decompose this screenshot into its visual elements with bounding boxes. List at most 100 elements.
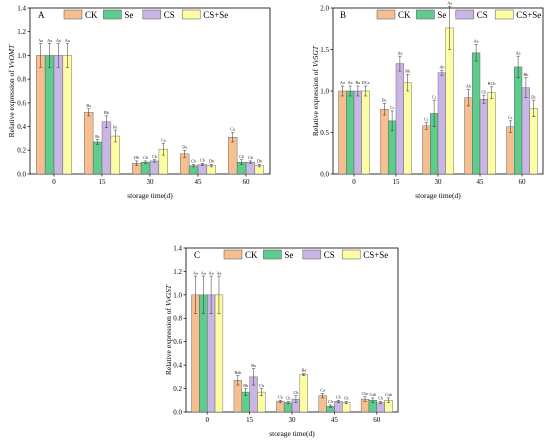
bar-cs-0 [53,55,64,175]
x-axis-label: storage time(d) [415,191,461,200]
significance-label: Cb [328,399,333,404]
x-axis-label: storage time(d) [269,429,315,438]
significance-label: Cb [239,154,244,159]
significance-label: Ab [439,64,444,69]
significance-label: Bb [405,69,410,74]
y-tick-label: 0.8 [173,315,182,323]
legend: CK Se CS CS+Se [63,9,228,20]
significance-label: Aa [397,50,402,55]
significance-label: Aa [447,1,452,6]
significance-label: Db [209,159,214,164]
significance-label: Da [182,144,187,149]
significance-label: Aa [474,39,479,44]
significance-label: DCa [362,80,370,85]
bar-csse-30 [445,27,454,175]
bar-ck-45 [464,97,473,175]
x-tick-label: 45 [477,178,485,186]
significance-label: Bc [113,124,118,129]
panel-letter: C [194,250,200,260]
bar-ck-60 [506,126,515,175]
legend-label: CS [324,250,335,260]
significance-label: Cb [286,396,291,401]
y-tick-label: 1.4 [17,4,26,12]
x-tick-label: 45 [331,416,339,424]
bar-ck-15 [380,109,389,175]
bar-ck-0 [338,90,347,175]
bar-se-30 [140,161,151,175]
significance-label: Cab [370,392,377,397]
y-tick-label: 1.5 [320,46,329,54]
significance-label: Ca [161,137,166,142]
significance-label: Bb [243,383,248,388]
legend-label: CS [477,10,488,20]
legend-swatch [181,9,201,20]
significance-label: Aa [217,270,222,275]
bar-csse-0 [62,55,72,175]
significance-label: Aa [38,38,43,43]
significance-label: Cab [385,392,392,397]
x-tick-label: 0 [205,416,209,424]
significance-label: Aa [209,270,214,275]
panel-letter: B [340,10,346,20]
y-tick-label: 1.2 [17,28,26,36]
x-tick-label: 30 [435,178,443,186]
significance-label: Cb [344,396,349,401]
significance-label: Ba [301,368,306,373]
significance-label: BCb [488,81,496,86]
significance-label: Ba [251,363,256,368]
y-tick-label: 0.2 [17,147,26,155]
bar-cs-15 [395,63,404,175]
legend-label: Se [437,10,446,20]
bar-cs-60 [521,87,530,175]
y-axis-label: Relative expression of VvOMT [7,44,16,138]
bar-csse-60 [529,108,538,175]
significance-label: Cc [432,94,437,99]
significance-label: Cb [278,394,283,399]
y-tick-label: 0.0 [173,408,182,416]
x-tick-label: 15 [99,178,107,186]
x-tick-label: 30 [289,416,297,424]
legend-swatch [263,249,282,260]
legend-swatch [494,9,514,20]
y-tick-label: 2.0 [320,4,329,12]
legend-label: CS+Se [203,10,228,20]
significance-label: Ca [320,387,325,392]
significance-label: Cb [143,155,148,160]
significance-label: Db [257,159,262,164]
significance-label: Cb [248,155,253,160]
bar-se-0 [346,90,355,175]
legend-swatch [142,9,162,20]
bar-cs-60 [245,161,256,175]
y-tick-label: 0.5 [320,129,329,137]
x-axis-label: storage time(d) [127,191,173,200]
legend-swatch [223,249,243,260]
legend: CK Se CS CS+Se [376,9,541,20]
panel-letter: A [38,10,45,20]
y-tick-label: 1.2 [173,268,182,276]
chart-panel-b: B 0.0 0.5 1.0 1.5 2.0 Relative expression of V… [311,1,544,200]
legend-label: CS+Se [516,10,541,20]
x-tick-label: 15 [393,178,401,186]
bar-se-45 [472,52,481,175]
y-tick-label: 0.6 [17,99,26,107]
bar-se-0 [44,55,55,175]
x-tick-label: 45 [195,178,203,186]
legend-label: CK [85,10,98,20]
y-tick-label: 0.2 [173,385,182,393]
significance-label: Aa [201,270,206,275]
legend-label: CK [398,10,411,20]
bar-se-15 [92,141,103,175]
x-tick-label: 60 [243,178,251,186]
significance-label: Bc [95,134,100,139]
bar-cs-0 [353,90,362,175]
legend-swatch [63,9,83,20]
significance-label: Cb [336,394,341,399]
bar-ck-15 [84,112,94,175]
bar-ck-30 [276,401,285,413]
significance-label: Ba [356,80,361,85]
legend-label: CS [164,10,175,20]
legend-swatch [455,9,475,20]
legend-label: CK [245,250,258,260]
legend-label: CS+Se [363,250,388,260]
y-tick-label: 0.8 [17,76,26,84]
